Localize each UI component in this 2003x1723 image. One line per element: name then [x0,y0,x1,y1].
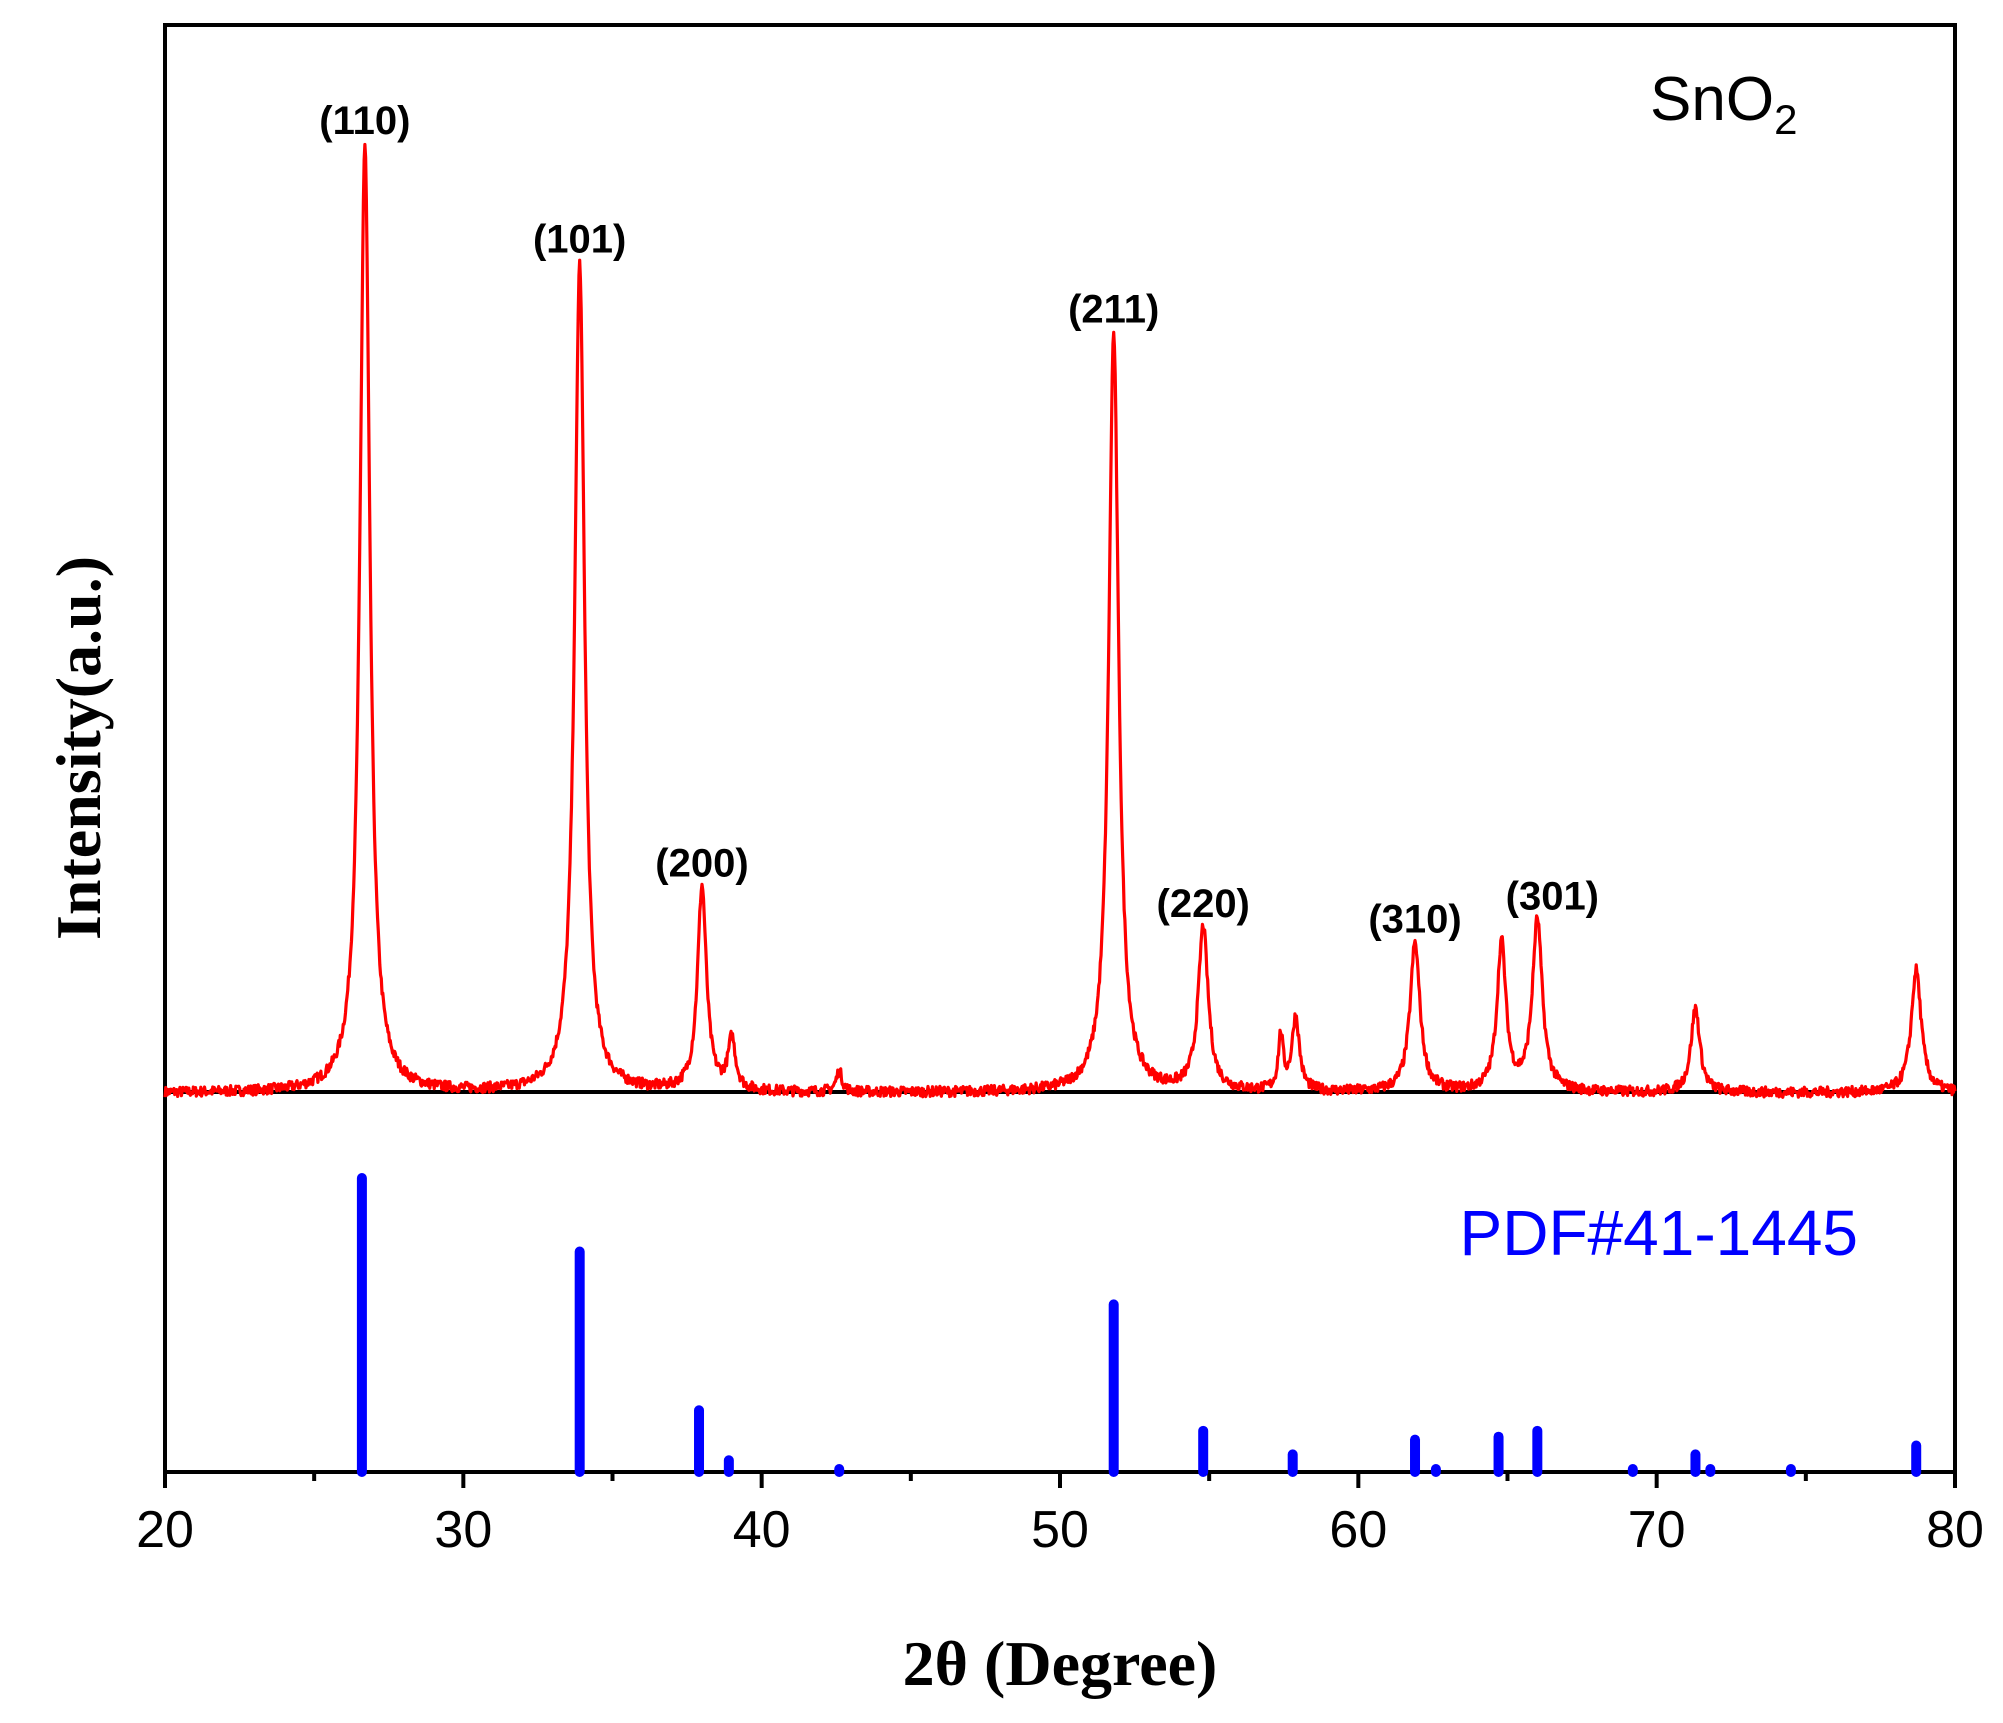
peak-label: (211) [1068,287,1159,331]
y-axis-title: Intensity(a.u.) [43,556,114,940]
peak-labels: (110) (101) (200) (211) (220) (310) (301) [319,99,1599,941]
x-tick-label: 40 [733,1501,791,1559]
x-tick-label: 60 [1329,1501,1387,1559]
x-axis-title: 2θ (Degree) [903,1628,1218,1699]
sample-label-subscript: 2 [1774,96,1797,143]
x-tick-label: 20 [136,1501,194,1559]
x-axis-tick-labels: 20 30 40 50 60 70 80 [136,1501,1984,1559]
peak-label: (200) [655,841,748,885]
peak-label: (110) [319,99,410,143]
x-tick-label: 70 [1628,1501,1686,1559]
x-tick-label: 50 [1031,1501,1089,1559]
reference-label: PDF#41-1445 [1460,1197,1858,1269]
peak-label: (220) [1157,882,1250,926]
series-line-sno2 [163,142,1957,1099]
reference-sticks [356,1173,1922,1477]
x-tick-label: 30 [434,1501,492,1559]
x-tick-label: 80 [1926,1501,1984,1559]
peak-label: (301) [1506,875,1599,919]
peak-label: (101) [533,217,626,261]
sample-label: SnO2 [1650,65,1797,143]
x-axis-ticks [163,1472,1957,1488]
sample-label-main: SnO [1650,65,1774,134]
peak-label: (310) [1368,897,1461,941]
